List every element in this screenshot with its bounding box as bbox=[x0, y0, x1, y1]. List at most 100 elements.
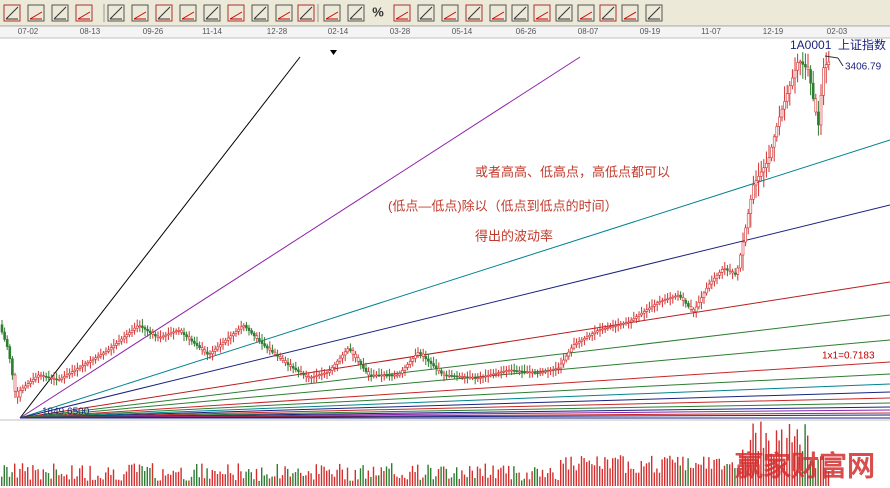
toolbar-button[interactable] bbox=[323, 4, 341, 22]
candle-body bbox=[60, 377, 64, 380]
toolbar-button[interactable] bbox=[417, 4, 435, 22]
candle-body bbox=[606, 327, 610, 329]
volume-bar bbox=[437, 469, 440, 486]
candle-body bbox=[229, 335, 233, 339]
toolbar-button[interactable] bbox=[179, 4, 197, 22]
candle-body bbox=[356, 357, 360, 362]
candle-body bbox=[232, 333, 235, 337]
candle-body bbox=[31, 379, 35, 382]
volume-bar bbox=[406, 479, 408, 486]
toolbar-button[interactable] bbox=[555, 4, 573, 22]
volume-bar bbox=[242, 478, 245, 486]
volume-bar bbox=[417, 464, 419, 486]
candle-body bbox=[310, 376, 313, 379]
toolbar-button[interactable] bbox=[645, 4, 663, 22]
volume-bar bbox=[149, 468, 151, 486]
candle-body bbox=[596, 330, 599, 333]
candle-body bbox=[585, 336, 589, 339]
toolbar-button[interactable] bbox=[511, 4, 529, 22]
toolbar-button[interactable] bbox=[27, 4, 45, 22]
candle-body bbox=[533, 372, 537, 374]
watermark: 赢家财富网 bbox=[735, 449, 875, 481]
volume-bar bbox=[762, 447, 765, 486]
volume-bar bbox=[643, 466, 645, 486]
candle-body bbox=[265, 345, 269, 349]
candle-body bbox=[42, 375, 45, 377]
volume-bar bbox=[393, 474, 395, 486]
volume-bar bbox=[484, 463, 486, 486]
volume-bar bbox=[723, 465, 726, 486]
toolbar-button[interactable] bbox=[251, 4, 269, 22]
candle-body bbox=[130, 330, 134, 333]
candle-body bbox=[629, 319, 633, 323]
date-label: 11-14 bbox=[202, 27, 222, 36]
volume-bar bbox=[276, 464, 278, 486]
toolbar-button[interactable] bbox=[3, 4, 21, 22]
candle-body bbox=[619, 323, 623, 326]
candle-body bbox=[174, 330, 178, 333]
candle-body bbox=[455, 375, 459, 378]
candle-body bbox=[255, 335, 259, 339]
toolbar-button[interactable] bbox=[441, 4, 459, 22]
volume-bar bbox=[79, 468, 81, 486]
volume-bar bbox=[198, 477, 200, 486]
toolbar-button[interactable] bbox=[297, 4, 315, 22]
toolbar-button[interactable] bbox=[393, 4, 411, 22]
candle-body bbox=[328, 370, 331, 373]
volume-bar bbox=[734, 468, 736, 486]
candle-body bbox=[18, 390, 22, 398]
toolbar-button[interactable] bbox=[75, 4, 93, 22]
volume-bar bbox=[523, 478, 525, 486]
candle-body bbox=[50, 377, 53, 379]
candle-body bbox=[11, 358, 14, 376]
candle-body bbox=[494, 373, 498, 375]
volume-bar bbox=[227, 464, 229, 486]
toolbar-button[interactable] bbox=[621, 4, 639, 22]
candle-body bbox=[515, 370, 519, 372]
candle-body bbox=[429, 360, 433, 364]
candle-body bbox=[772, 136, 776, 148]
toolbar-button[interactable] bbox=[599, 4, 617, 22]
volume-bar bbox=[375, 475, 377, 486]
volume-bar bbox=[378, 475, 380, 486]
volume-bar bbox=[209, 478, 211, 486]
volume-bar bbox=[8, 476, 11, 486]
candle-body bbox=[177, 330, 181, 332]
toolbar-button[interactable] bbox=[465, 4, 483, 22]
candle-body bbox=[372, 374, 376, 377]
volume-bar bbox=[471, 470, 473, 486]
toolbar-button[interactable] bbox=[107, 4, 125, 22]
toolbar-button[interactable] bbox=[203, 4, 221, 22]
toolbar-button[interactable] bbox=[489, 4, 507, 22]
candle-body bbox=[336, 360, 339, 365]
volume-bar bbox=[479, 468, 481, 486]
volume-bar bbox=[125, 471, 128, 486]
toolbar-button[interactable] bbox=[533, 4, 551, 22]
candle-body bbox=[94, 357, 97, 360]
volume-bar bbox=[427, 464, 429, 486]
toolbar-button[interactable] bbox=[155, 4, 173, 22]
volume-bar bbox=[687, 458, 689, 486]
candle-body bbox=[603, 327, 607, 330]
volume-bar bbox=[279, 478, 281, 486]
volume-bar bbox=[315, 464, 317, 486]
candle-body bbox=[226, 337, 230, 341]
volume-bar bbox=[567, 469, 570, 486]
volume-bar bbox=[206, 468, 208, 486]
volume-bar bbox=[138, 464, 141, 486]
toolbar-button[interactable] bbox=[131, 4, 149, 22]
volume-bar bbox=[775, 430, 778, 486]
percent-button[interactable]: % bbox=[372, 4, 384, 19]
toolbar-button[interactable] bbox=[275, 4, 293, 22]
candle-body bbox=[616, 324, 620, 327]
candle-body bbox=[741, 241, 745, 256]
toolbar-button[interactable] bbox=[51, 4, 69, 22]
volume-bar bbox=[658, 472, 661, 486]
volume-bar bbox=[294, 472, 297, 486]
volume-bar bbox=[736, 467, 739, 486]
toolbar-button[interactable] bbox=[347, 4, 365, 22]
toolbar-button[interactable] bbox=[227, 4, 245, 22]
toolbar-button[interactable] bbox=[577, 4, 595, 22]
volume-bar bbox=[469, 466, 471, 486]
volume-bar bbox=[799, 444, 801, 486]
